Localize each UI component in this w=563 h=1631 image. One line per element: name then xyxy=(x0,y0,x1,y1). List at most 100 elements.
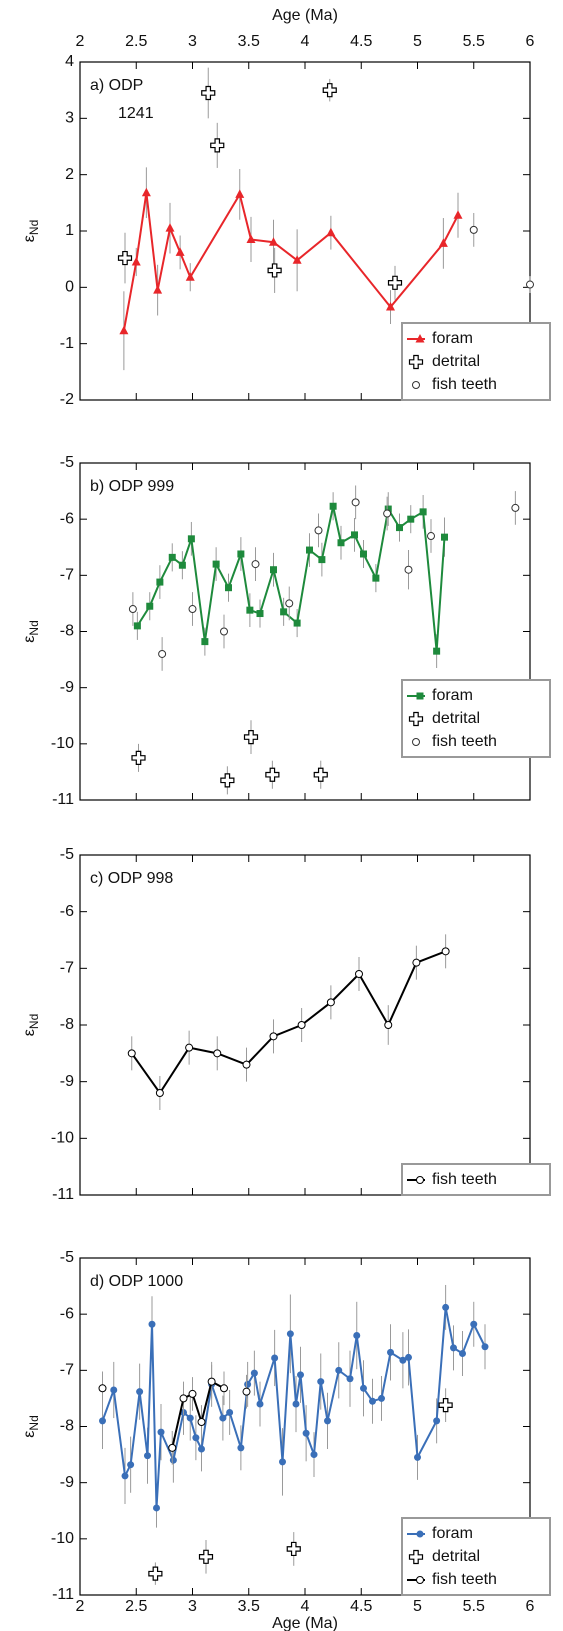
legend-box xyxy=(401,1163,551,1196)
point xyxy=(175,247,185,256)
point xyxy=(293,619,301,627)
point xyxy=(433,1417,441,1425)
point xyxy=(144,1452,151,1460)
y-tick-label: -11 xyxy=(52,1586,74,1603)
y-tick-label: -1 xyxy=(60,335,74,352)
point xyxy=(271,1354,279,1362)
point xyxy=(157,1428,165,1436)
point xyxy=(286,1330,294,1338)
point xyxy=(141,187,151,197)
x-tick-label: 6 xyxy=(526,33,535,50)
point xyxy=(314,526,323,535)
point xyxy=(146,602,154,610)
legend-marker xyxy=(412,738,420,746)
point xyxy=(372,574,380,582)
point xyxy=(131,750,146,765)
x-axis-label: Age (Ma) xyxy=(272,7,338,24)
y-label-symbol: ε xyxy=(21,235,38,242)
point xyxy=(250,1369,258,1377)
point xyxy=(165,223,175,232)
point xyxy=(242,1387,251,1396)
legend-label: foram xyxy=(432,687,473,704)
y-tick-label: -7 xyxy=(60,567,74,584)
legend-marker xyxy=(408,1549,424,1565)
x-tick-label: 5 xyxy=(413,1598,422,1615)
point xyxy=(292,255,302,264)
point xyxy=(136,1388,144,1396)
point xyxy=(337,539,345,547)
point xyxy=(346,1375,354,1383)
point xyxy=(242,1060,251,1069)
legend-marker xyxy=(416,1530,424,1538)
x-tick-label: 3 xyxy=(188,1598,197,1615)
point xyxy=(119,325,129,335)
point xyxy=(168,1443,177,1452)
point xyxy=(306,546,313,554)
point xyxy=(220,627,228,636)
y-tick-label: -7 xyxy=(60,960,74,977)
point xyxy=(280,608,288,616)
point xyxy=(383,509,392,518)
point xyxy=(158,649,167,658)
point xyxy=(219,1414,227,1422)
point xyxy=(386,302,395,311)
point xyxy=(201,638,209,646)
x-tick-label: 6 xyxy=(526,1598,535,1615)
legend-label: detrital xyxy=(432,1548,480,1565)
point xyxy=(256,1400,264,1408)
x-tick-label: 3 xyxy=(188,33,197,50)
x-tick-label: 2.5 xyxy=(125,33,147,50)
point xyxy=(326,227,336,237)
x-axis-label: Age (Ma) xyxy=(272,1615,338,1631)
point xyxy=(246,606,254,614)
y-label-subscript: Nd xyxy=(27,1014,41,1029)
point xyxy=(459,1349,466,1357)
y-tick-label: -5 xyxy=(60,1249,74,1266)
point xyxy=(153,285,163,294)
point xyxy=(438,1398,453,1413)
point xyxy=(237,550,245,558)
y-tick-label: -11 xyxy=(52,1186,74,1203)
point xyxy=(399,1356,407,1364)
panel-title: 1241 xyxy=(118,105,154,122)
point xyxy=(168,553,176,561)
point xyxy=(210,138,225,153)
point xyxy=(127,1461,135,1469)
point xyxy=(396,524,403,532)
x-tick-label: 4 xyxy=(301,33,310,50)
point xyxy=(302,1429,310,1437)
point xyxy=(335,1366,343,1374)
y-tick-label: -9 xyxy=(60,1073,74,1090)
point xyxy=(192,1434,200,1442)
point xyxy=(188,605,197,614)
point xyxy=(265,767,280,782)
point xyxy=(279,1458,286,1466)
point xyxy=(285,599,294,608)
series-line xyxy=(101,1307,486,1508)
point xyxy=(441,533,448,541)
y-label-symbol: ε xyxy=(21,636,38,643)
point xyxy=(481,1343,489,1351)
point xyxy=(355,970,363,978)
point xyxy=(178,561,186,569)
x-tick-label: 5 xyxy=(413,33,422,50)
y-label-subscript: Nd xyxy=(27,220,41,235)
y-tick-label: 4 xyxy=(65,53,74,70)
point xyxy=(169,1456,177,1464)
legend-marker xyxy=(415,334,425,343)
point xyxy=(412,958,421,967)
point xyxy=(310,1451,318,1459)
point xyxy=(317,1378,325,1386)
point xyxy=(384,505,392,513)
point xyxy=(185,1043,194,1052)
legend-box xyxy=(401,679,551,758)
point xyxy=(326,998,335,1007)
point xyxy=(360,550,367,558)
point xyxy=(450,1344,457,1352)
point xyxy=(179,1394,188,1403)
point xyxy=(318,556,326,564)
point xyxy=(98,1384,107,1393)
point xyxy=(378,1394,385,1402)
point xyxy=(207,1377,216,1386)
